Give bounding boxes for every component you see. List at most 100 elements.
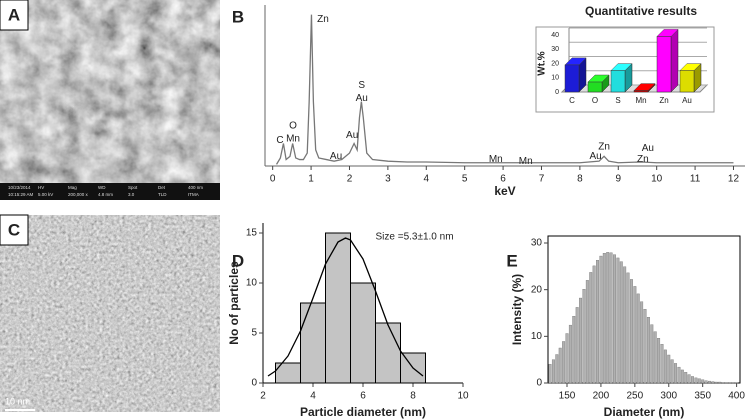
bar (616, 257, 620, 384)
y-tick-label: 5 (251, 328, 257, 339)
bar (679, 70, 695, 93)
panel-box (0, 0, 29, 31)
x-tick-label: 6 (500, 174, 506, 185)
bar (629, 279, 633, 384)
bar (596, 260, 599, 384)
x-tick-label: 1 (308, 174, 314, 185)
bar-side (670, 28, 679, 93)
bar (300, 302, 326, 384)
bar (555, 354, 559, 384)
bar (667, 354, 671, 384)
peak-label: C (276, 135, 283, 146)
panel-label: D (232, 251, 244, 270)
x-tick-label: 200 (593, 391, 610, 402)
peak-label: Zn (317, 14, 329, 25)
sem-info: 4.8 mm (98, 192, 113, 197)
x-tick-label: 5 (462, 174, 468, 185)
bar (572, 316, 576, 384)
bar (565, 333, 569, 384)
sem-info: Mag (68, 185, 77, 190)
bar (589, 272, 593, 384)
y-tick-label: 20 (551, 60, 559, 67)
y-tick-label: 15 (246, 228, 258, 239)
bar (558, 347, 562, 384)
x-tick-label: Mn (635, 96, 646, 105)
sem-info: Spot (128, 185, 138, 190)
peak-label: Mn (286, 133, 300, 144)
x-tick-label: 4 (423, 174, 429, 185)
sem-info: WD (98, 185, 106, 190)
bar (568, 324, 572, 384)
x-tick-label: Zn (659, 96, 668, 105)
bar (575, 307, 579, 384)
x-tick-label: 150 (559, 391, 576, 402)
bar (325, 232, 351, 384)
sem-image (0, 0, 220, 200)
x-tick-label: S (615, 96, 620, 105)
x-tick-label: 8 (577, 174, 583, 185)
bar (646, 317, 650, 384)
panel-label: C (8, 220, 20, 239)
bar (587, 81, 603, 93)
peak-label: O (289, 120, 297, 131)
bar (619, 261, 623, 384)
peak-label: Au (356, 93, 368, 104)
peak-label: Zn (598, 141, 610, 152)
bar (606, 252, 610, 384)
bar (687, 374, 691, 384)
bar (670, 359, 674, 384)
x-tick-label: 12 (728, 174, 740, 185)
bar (697, 378, 701, 384)
x-tick-label: 0 (270, 174, 276, 185)
bar (626, 272, 630, 384)
bar (701, 379, 705, 384)
sem-info: TLD (158, 192, 167, 197)
y-tick-label: 0 (536, 378, 542, 389)
bar (707, 380, 711, 384)
bar (674, 363, 678, 384)
y-tick-label: 20 (531, 284, 543, 295)
x-axis-title: keV (494, 184, 515, 198)
bar (691, 376, 694, 384)
bar (599, 255, 603, 384)
bar (548, 364, 552, 384)
sem-info: ITMA (188, 192, 199, 197)
y-tick-label: 30 (551, 46, 559, 53)
panel-label: E (506, 251, 517, 270)
bar (718, 381, 722, 384)
x-tick-label: 2 (347, 174, 353, 185)
sem-info: 10:15:29 AM (8, 192, 34, 197)
sem-info: 10/23/2014 (8, 185, 31, 190)
bar (585, 280, 589, 384)
x-tick-label: 4 (310, 391, 316, 402)
x-tick-label: 11 (690, 174, 701, 185)
bar (350, 282, 376, 384)
panel-box (0, 214, 29, 246)
x-tick-label: 9 (615, 174, 621, 185)
y-tick-label: 40 (551, 32, 559, 39)
bar (684, 372, 688, 384)
panel-label: A (8, 5, 20, 24)
x-tick-label: 10 (651, 174, 663, 185)
peak-label: Zn (637, 154, 649, 165)
bar (640, 301, 644, 384)
bar (714, 381, 718, 384)
y-tick-label: 30 (531, 238, 543, 249)
x-tick-label: 10 (457, 391, 469, 402)
peak-label: Mn (519, 156, 533, 167)
sem-info: 3.0 (128, 192, 135, 197)
bar (677, 366, 681, 384)
bar (711, 381, 715, 384)
y-axis-title: No of particles (227, 261, 241, 345)
x-tick-label: 400 (728, 391, 745, 402)
bar (704, 380, 708, 384)
peak-label: S (358, 80, 365, 91)
peak-label: Au (642, 143, 654, 154)
bar (602, 253, 606, 384)
bar (694, 377, 698, 384)
bar (633, 90, 649, 93)
bar (650, 324, 654, 384)
x-tick-label: 250 (626, 391, 643, 402)
fit-curve (267, 237, 424, 377)
x-tick-label: 7 (539, 174, 545, 185)
